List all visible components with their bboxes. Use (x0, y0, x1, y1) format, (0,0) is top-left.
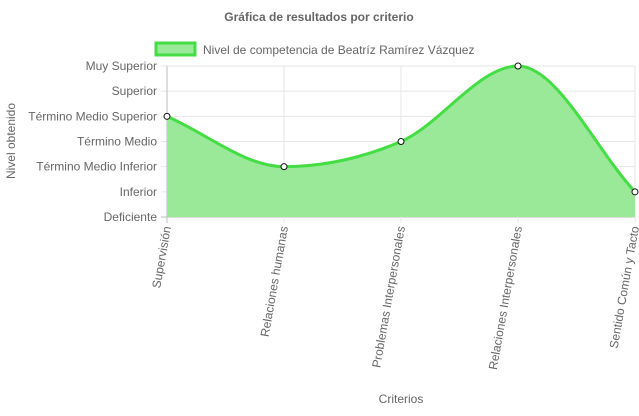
x-axis-title: Criterios (379, 392, 424, 406)
x-axis-ticks: Supervisión Relaciones humanas Problemas I… (149, 225, 639, 371)
x-tick-label: Sentido Común y Tacto (607, 225, 639, 350)
x-tick-label: Problemas Interpersonales (369, 225, 408, 369)
y-tick-label: Muy Superior (86, 59, 157, 73)
legend-label[interactable]: Nivel de competencia de Beatríz Ramírez … (203, 43, 474, 57)
data-point[interactable] (280, 163, 288, 171)
y-tick-label: Término Medio (77, 135, 157, 149)
data-point[interactable] (397, 138, 405, 145)
y-tick-label: Superior (112, 84, 157, 98)
y-tick-label: Inferior (120, 185, 157, 199)
data-point[interactable] (514, 62, 522, 70)
y-tick-label: Término Medio Inferior (36, 160, 157, 174)
x-tick-label: Supervisión (149, 225, 174, 289)
legend-swatch[interactable] (154, 41, 197, 57)
series-line (166, 64, 637, 193)
series-points (163, 62, 639, 196)
data-point[interactable] (163, 112, 171, 120)
y-axis-title: Nivel obtenido (4, 103, 18, 179)
x-tick-label: Relaciones Interpersonales (486, 225, 525, 371)
chart-title: Gráfica de resultados por criterio (224, 10, 413, 24)
y-tick-label: Deficiente (104, 210, 158, 224)
x-tick-label: Relaciones humanas (258, 225, 291, 338)
data-point[interactable] (631, 188, 639, 196)
y-axis-ticks: Deficiente Inferior Término Medio Inferior… (28, 59, 157, 224)
y-tick-label: Término Medio Superior (28, 109, 157, 123)
